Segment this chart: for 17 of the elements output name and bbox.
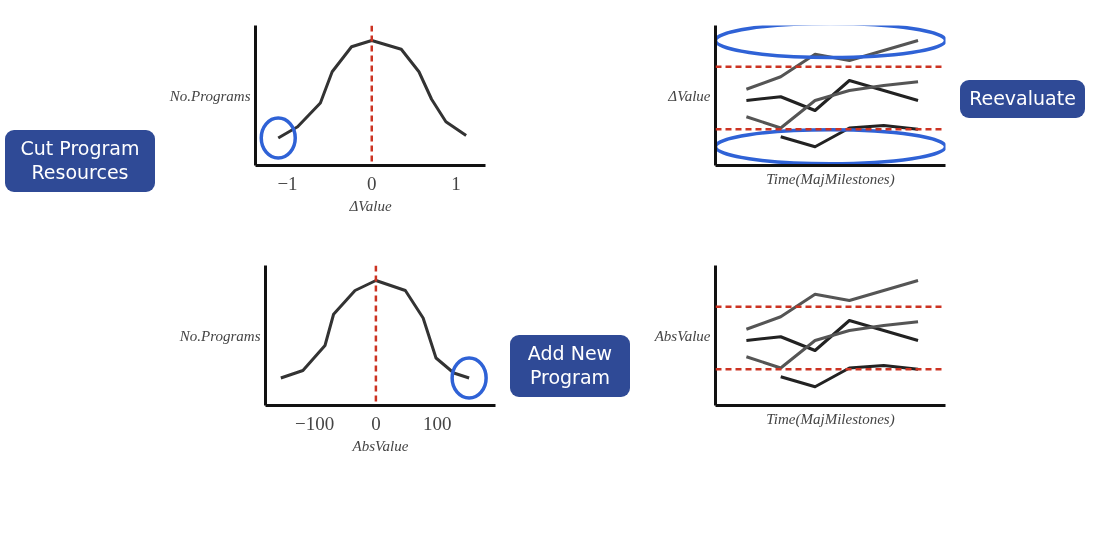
x-tick-label: 1	[451, 172, 461, 194]
x-axis-title: ΔValue	[348, 197, 392, 214]
x-axis-title: Time(MajMilestones)	[766, 410, 895, 428]
text: Cut Program Resources	[20, 136, 140, 184]
x-tick-label: 100	[422, 412, 452, 434]
y-axis-title: No.Programs	[168, 87, 251, 104]
x-tick-label: 0	[367, 172, 377, 194]
y-axis-title: No.Programs	[178, 327, 261, 344]
y-axis-title: ΔValue	[667, 87, 711, 104]
x-axis-title: Time(MajMilestones)	[766, 170, 895, 188]
text: Add New Program	[527, 341, 613, 389]
y-axis-title: AbsValue	[653, 327, 711, 344]
x-tick-label: 0	[371, 412, 381, 434]
x-axis-title: AbsValue	[351, 437, 409, 454]
text: Reevaluate	[969, 86, 1076, 110]
x-tick-label: −100	[294, 412, 335, 434]
x-tick-label: −1	[277, 172, 298, 194]
